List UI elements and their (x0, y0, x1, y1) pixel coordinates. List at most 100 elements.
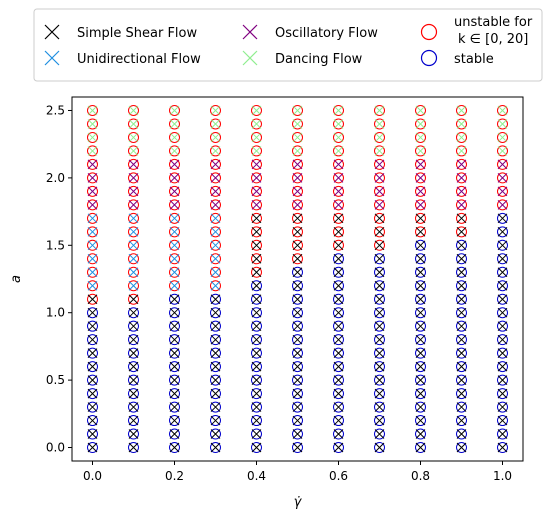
data-point (497, 239, 508, 251)
stable-marker (415, 361, 426, 373)
stable-marker (333, 280, 344, 292)
flow-marker (497, 402, 508, 412)
flow-marker (333, 402, 344, 412)
stable-marker (415, 239, 426, 251)
flow-marker (251, 159, 262, 170)
flow-marker (169, 429, 180, 439)
stable-marker (415, 307, 426, 319)
data-point (87, 239, 98, 251)
data-point (374, 172, 385, 184)
flow-marker (333, 105, 344, 116)
data-point (333, 172, 344, 184)
stable-marker (333, 374, 344, 386)
data-point (210, 388, 221, 400)
data-point (169, 226, 180, 238)
stable-marker (210, 307, 221, 319)
data-point (415, 347, 426, 359)
flow-marker (87, 388, 98, 399)
flow-marker (128, 226, 139, 237)
data-point (128, 185, 139, 197)
flow-marker (497, 321, 508, 332)
data-point (374, 131, 385, 143)
flow-marker (169, 415, 180, 426)
data-point (128, 334, 139, 346)
flow-marker (456, 267, 467, 278)
data-point (87, 415, 98, 427)
data-point (210, 104, 221, 116)
data-point (210, 226, 221, 238)
data-point (292, 266, 303, 278)
data-point (87, 266, 98, 278)
flow-marker (210, 321, 221, 332)
data-point (497, 361, 508, 373)
data-point (456, 172, 467, 184)
stable-marker (374, 374, 385, 386)
stable-marker (374, 307, 385, 319)
data-point (210, 239, 221, 251)
flow-marker (128, 388, 139, 399)
flow-marker (497, 213, 508, 224)
unstable-marker (128, 131, 139, 143)
unstable-marker (456, 104, 467, 116)
flow-marker (210, 119, 221, 129)
data-point (456, 361, 467, 373)
data-point (456, 118, 467, 130)
unstable-marker (128, 253, 139, 265)
flow-marker (87, 442, 98, 453)
flow-marker (374, 199, 385, 210)
flow-marker (251, 186, 262, 197)
flow-marker (210, 402, 221, 412)
unstable-marker (292, 185, 303, 197)
unstable-marker (128, 266, 139, 278)
flow-marker (374, 146, 385, 156)
stable-marker (210, 320, 221, 332)
data-point (415, 442, 426, 454)
data-point (87, 185, 98, 197)
stable-marker (292, 320, 303, 332)
legend-entry: Unidirectional Flow (44, 50, 201, 67)
data-point (374, 388, 385, 400)
unstable-marker (128, 293, 139, 305)
flow-marker (456, 132, 467, 143)
flow-marker (415, 199, 426, 210)
unstable-marker (374, 199, 385, 211)
stable-marker (292, 361, 303, 373)
stable-marker (415, 266, 426, 278)
flow-marker (169, 321, 180, 332)
unstable-marker (210, 185, 221, 197)
flow-marker (374, 240, 385, 251)
stable-marker (374, 253, 385, 265)
stable-marker (87, 320, 98, 332)
data-point (169, 401, 180, 413)
stable-marker (374, 442, 385, 454)
data-point (128, 374, 139, 386)
flow-marker (415, 334, 426, 345)
data-point (333, 428, 344, 440)
data-point (333, 253, 344, 265)
flow-marker (415, 267, 426, 278)
flow-marker (251, 240, 262, 251)
flow-marker (374, 294, 385, 305)
flow-marker (292, 348, 303, 359)
legend-circle-marker (420, 49, 438, 67)
data-point (374, 199, 385, 211)
data-point (210, 320, 221, 332)
unstable-marker (87, 280, 98, 292)
stable-marker (497, 388, 508, 400)
stable-marker (292, 374, 303, 386)
data-point (292, 401, 303, 413)
data-point (415, 118, 426, 130)
stable-marker (456, 401, 467, 413)
data-point (333, 199, 344, 211)
stable-marker (497, 415, 508, 427)
flow-marker (251, 119, 262, 129)
flow-marker (251, 402, 262, 412)
stable-marker (87, 361, 98, 373)
stable-marker (415, 253, 426, 265)
flow-marker (210, 429, 221, 439)
stable-marker (333, 401, 344, 413)
data-point (251, 442, 262, 454)
unstable-marker (497, 104, 508, 116)
unstable-marker (169, 253, 180, 265)
